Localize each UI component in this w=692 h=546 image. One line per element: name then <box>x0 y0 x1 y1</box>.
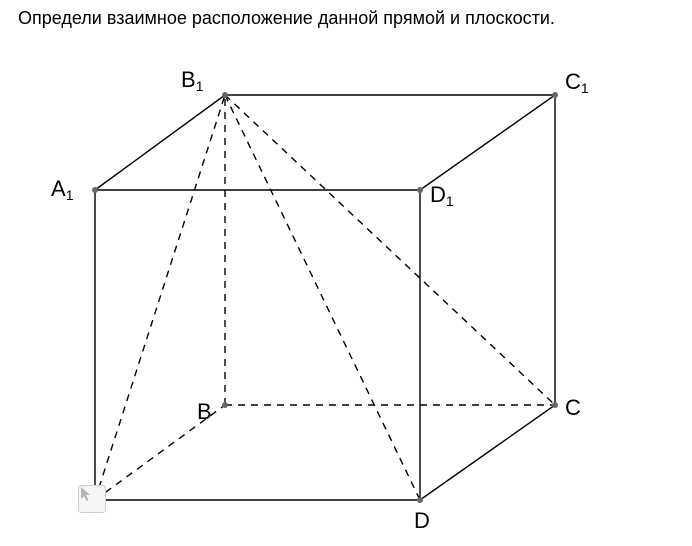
edge-A-B1 <box>95 95 225 500</box>
diagram-svg <box>0 35 692 546</box>
vertex-C1 <box>552 92 558 98</box>
vertex-B1 <box>222 92 228 98</box>
question-text: Определи взаимное расположение данной пр… <box>18 8 555 29</box>
vertex-A1 <box>92 187 98 193</box>
vertex-C <box>552 402 558 408</box>
edge-A1-B1 <box>95 95 225 190</box>
edge-B1-D <box>225 95 420 500</box>
vertex-B <box>222 402 228 408</box>
cursor-icon <box>79 486 95 502</box>
edge-B1-C <box>225 95 555 405</box>
cube-diagram: BCDA1B1C1D1 <box>0 35 692 546</box>
vertex-D <box>417 497 423 503</box>
toolbar-button[interactable] <box>78 485 106 513</box>
edge-A-B <box>95 405 225 500</box>
edge-C1-D1 <box>420 95 555 190</box>
vertex-D1 <box>417 187 423 193</box>
edge-D-C <box>420 405 555 500</box>
